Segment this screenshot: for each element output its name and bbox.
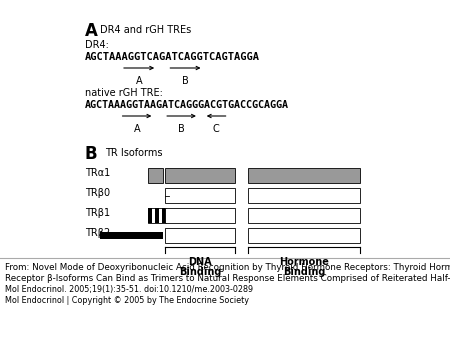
Text: Hormone: Hormone bbox=[279, 257, 329, 267]
Bar bbox=[165, 188, 235, 203]
Text: TRβ0: TRβ0 bbox=[85, 189, 110, 198]
Bar bbox=[165, 228, 235, 243]
Bar bbox=[148, 168, 163, 183]
Bar bbox=[152, 208, 155, 223]
Bar bbox=[100, 232, 163, 239]
Text: A: A bbox=[85, 22, 98, 40]
Bar bbox=[159, 208, 162, 223]
Text: DR4:: DR4: bbox=[85, 40, 109, 50]
Text: A: A bbox=[136, 76, 142, 86]
Text: TRα1: TRα1 bbox=[85, 169, 110, 178]
Text: DNA: DNA bbox=[188, 257, 212, 267]
Bar bbox=[155, 208, 159, 223]
Bar bbox=[165, 168, 235, 183]
Text: TR Isoforms: TR Isoforms bbox=[105, 148, 162, 158]
Text: AGCTAAAGGTAAGATCAGGGACGTGACCGCAGGA: AGCTAAAGGTAAGATCAGGGACGTGACCGCAGGA bbox=[85, 100, 289, 110]
Text: C: C bbox=[213, 124, 220, 134]
Bar bbox=[248, 228, 360, 243]
Text: TRβ2: TRβ2 bbox=[85, 228, 110, 239]
Bar bbox=[165, 208, 235, 223]
Text: Mol Endocrinol | Copyright © 2005 by The Endocrine Society: Mol Endocrinol | Copyright © 2005 by The… bbox=[5, 296, 249, 305]
Text: B: B bbox=[182, 76, 189, 86]
Text: AGCTAAAGGTCAGATCAGGTCAGTAGGA: AGCTAAAGGTCAGATCAGGTCAGTAGGA bbox=[85, 52, 260, 62]
Text: native rGH TRE:: native rGH TRE: bbox=[85, 88, 163, 98]
Text: TRβ1: TRβ1 bbox=[85, 209, 110, 218]
Text: Receptor β-Isoforms Can Bind as Trimers to Natural Response Elements Comprised o: Receptor β-Isoforms Can Bind as Trimers … bbox=[5, 274, 450, 283]
Bar bbox=[248, 208, 360, 223]
Bar bbox=[248, 188, 360, 203]
Text: Binding: Binding bbox=[283, 267, 325, 277]
Bar bbox=[148, 208, 166, 223]
Text: Binding: Binding bbox=[179, 267, 221, 277]
Text: DR4 and rGH TREs: DR4 and rGH TREs bbox=[100, 25, 191, 35]
Text: A: A bbox=[134, 124, 140, 134]
Text: B: B bbox=[85, 145, 98, 163]
Bar bbox=[248, 168, 360, 183]
Text: B: B bbox=[178, 124, 185, 134]
Text: Mol Endocrinol. 2005;19(1):35-51. doi:10.1210/me.2003-0289: Mol Endocrinol. 2005;19(1):35-51. doi:10… bbox=[5, 285, 253, 294]
Bar bbox=[148, 208, 152, 223]
Bar bbox=[162, 208, 166, 223]
Text: From: Novel Mode of Deoxyribonucleic Acid Recognition by Thyroid Hormone Recepto: From: Novel Mode of Deoxyribonucleic Aci… bbox=[5, 263, 450, 272]
